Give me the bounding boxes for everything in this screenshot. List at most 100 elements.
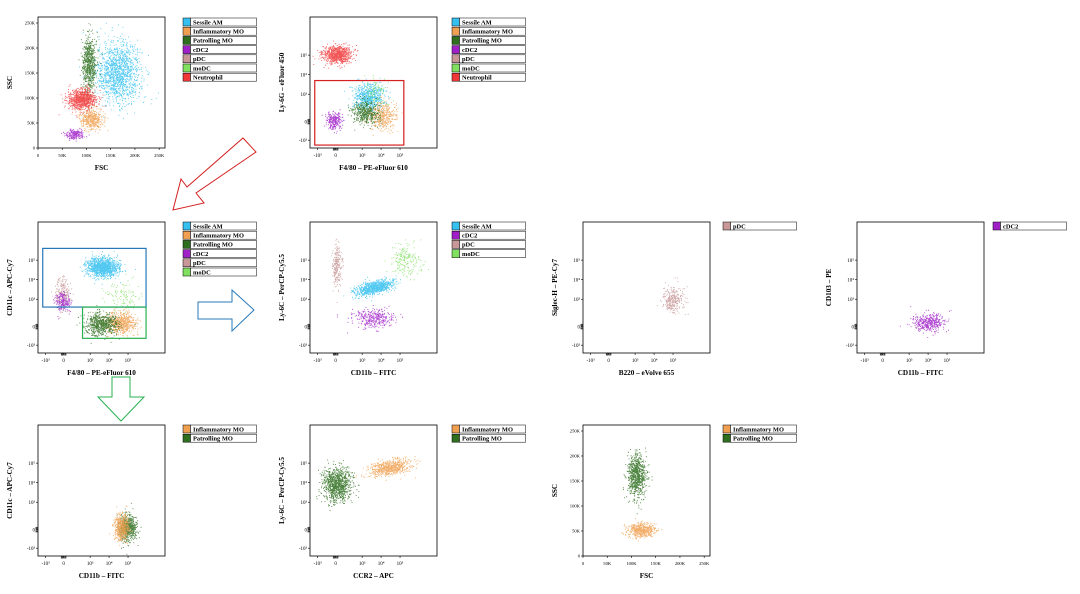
legend-box bbox=[190, 240, 257, 249]
x-tick-label: -10³ bbox=[41, 561, 50, 567]
legend-box bbox=[190, 63, 257, 73]
legend-swatch bbox=[451, 424, 460, 434]
x-tick-label: 10⁴ bbox=[378, 153, 385, 159]
legend-box bbox=[1000, 221, 1067, 231]
scatter-points bbox=[316, 456, 421, 511]
series-pdc bbox=[656, 277, 689, 315]
y-tick-label: 10⁵ bbox=[847, 258, 854, 264]
plot-frame bbox=[37, 16, 166, 149]
legend-label: Patrolling MO bbox=[462, 38, 502, 45]
scatter-points bbox=[51, 251, 143, 344]
legend-swatch bbox=[451, 72, 460, 82]
x-tick-label: 0 bbox=[607, 359, 610, 364]
x-tick-label: -10³ bbox=[313, 358, 322, 364]
legend-label: pDC bbox=[462, 242, 475, 249]
y-tick-label: -10³ bbox=[572, 343, 581, 349]
legend-box bbox=[190, 424, 257, 434]
legend-swatch bbox=[182, 72, 191, 82]
y-tick-label: 250K bbox=[570, 429, 581, 434]
legend-item-neutrophil: Neutrophil bbox=[182, 72, 257, 82]
series-inflammatory-mo bbox=[71, 103, 109, 134]
gating-arrow-green bbox=[96, 376, 146, 422]
legend-label: Inflammatory MO bbox=[193, 233, 244, 240]
series-patrolling-mo bbox=[347, 96, 383, 131]
y-tick-label: 50K bbox=[27, 121, 36, 126]
x-tick-label: 0 bbox=[62, 562, 65, 567]
gating-arrows bbox=[96, 137, 257, 422]
legend-swatch bbox=[182, 230, 191, 240]
y-tick-label: 0 bbox=[578, 554, 581, 559]
legend-swatch bbox=[182, 424, 191, 434]
y-tick-label: 50K bbox=[572, 529, 581, 534]
points-cdc2 bbox=[321, 109, 345, 134]
plot-frame bbox=[582, 221, 711, 354]
series-cdc2 bbox=[61, 128, 90, 142]
y-tick-label: 10³ bbox=[301, 500, 308, 506]
legend-label: Neutrophil bbox=[462, 75, 492, 82]
y-tick-label: 200K bbox=[25, 46, 36, 51]
legend-label: Inflammatory MO bbox=[462, 29, 513, 36]
legend-label: moDC bbox=[193, 269, 211, 276]
legend-swatch bbox=[451, 221, 460, 231]
series-sessile-am bbox=[79, 251, 136, 285]
points-patrolling-mo bbox=[347, 96, 383, 131]
legend-label: Sessile AM bbox=[462, 19, 492, 26]
points-modc bbox=[101, 273, 143, 314]
plot-frame bbox=[309, 424, 438, 557]
x-tick-label: 10³ bbox=[359, 153, 366, 159]
x-axis-label: FSC bbox=[95, 164, 109, 172]
x-tick-label: 200K bbox=[675, 561, 686, 566]
points-neutrophil bbox=[58, 84, 106, 118]
legend-box bbox=[190, 26, 257, 36]
points-patrolling-mo bbox=[76, 305, 136, 344]
legend-item-inflammatory-mo: Inflammatory MO bbox=[451, 26, 526, 36]
gate-gate-red-0 bbox=[314, 79, 405, 146]
x-axis-label: CCR2 – APC bbox=[353, 572, 394, 580]
series-neutrophil bbox=[58, 84, 106, 118]
legend-box bbox=[190, 221, 257, 231]
y-tick-label: 10⁵ bbox=[300, 53, 307, 59]
y-tick-label: 10³ bbox=[301, 297, 308, 303]
legend-swatch bbox=[451, 36, 460, 45]
y-tick-label: 250K bbox=[25, 21, 36, 26]
series-inflammatory-mo bbox=[109, 505, 133, 546]
y-tick-label: 0 bbox=[578, 325, 581, 330]
points-inflammatory-mo bbox=[109, 505, 133, 546]
legend-box bbox=[190, 72, 257, 82]
y-tick-label: 200K bbox=[570, 454, 581, 459]
x-tick-label: 0 bbox=[582, 561, 585, 566]
legend: cDC2 bbox=[992, 221, 1067, 231]
legend: pDC bbox=[722, 221, 797, 230]
legend-item-modc: moDC bbox=[182, 63, 257, 73]
series-cdc2 bbox=[321, 109, 345, 134]
plot-p2: -10³ 0 10³ 10⁴ 10⁵ 10⁵ 10⁴ 10³ 0 -10³ F4/80 – PE-e… bbox=[278, 16, 526, 172]
legend-swatch bbox=[722, 424, 731, 434]
y-tick-label: 10⁴ bbox=[300, 277, 307, 283]
x-axis-label: F4/80 – PE-eFluor 610 bbox=[67, 369, 136, 377]
x-tick-label: -10³ bbox=[313, 561, 322, 567]
x-tick-label: -10³ bbox=[860, 358, 869, 364]
y-tick-label: 0 bbox=[33, 146, 36, 151]
points-cdc2 bbox=[52, 290, 75, 320]
points-inflammatory-mo bbox=[621, 518, 663, 542]
x-tick-label: 10⁵ bbox=[125, 561, 132, 567]
y-axis-label: CD11c – APC-Cy7 bbox=[6, 259, 14, 316]
legend-label: cDC2 bbox=[462, 233, 477, 240]
plot-p4: -10³ 0 10³ 10⁴ 10⁵ 10⁵ 10⁴ 10³ 0 -10³ CD11b – FITC… bbox=[278, 221, 526, 377]
series-inflammatory-mo bbox=[92, 307, 143, 339]
legend-label: cDC2 bbox=[1003, 223, 1018, 230]
legend-item-patrolling-mo: Patrolling MO bbox=[451, 433, 526, 443]
x-tick-label: 10⁵ bbox=[397, 561, 404, 567]
legend-box bbox=[730, 433, 797, 443]
axis-ticks: -10³ 0 10³ 10⁴ 10⁵ 10⁵ 10⁴ 10³ 0 -10³ bbox=[572, 258, 677, 364]
legend-swatch bbox=[182, 240, 191, 249]
legend-label: cDC2 bbox=[462, 47, 477, 54]
axis-ticks: 0 50K 100K 150K 200K 250K 0 50K 100K 150K 200K 250K bbox=[25, 21, 165, 158]
series-modc bbox=[101, 273, 143, 314]
x-tick-label: 0 bbox=[334, 154, 337, 159]
x-tick-label: 10⁵ bbox=[125, 358, 132, 364]
points-patrolling-mo bbox=[78, 23, 103, 111]
x-tick-label: 10³ bbox=[87, 561, 94, 567]
plot-frame bbox=[309, 16, 438, 149]
legend-item-inflammatory-mo: Inflammatory MO bbox=[722, 424, 797, 434]
